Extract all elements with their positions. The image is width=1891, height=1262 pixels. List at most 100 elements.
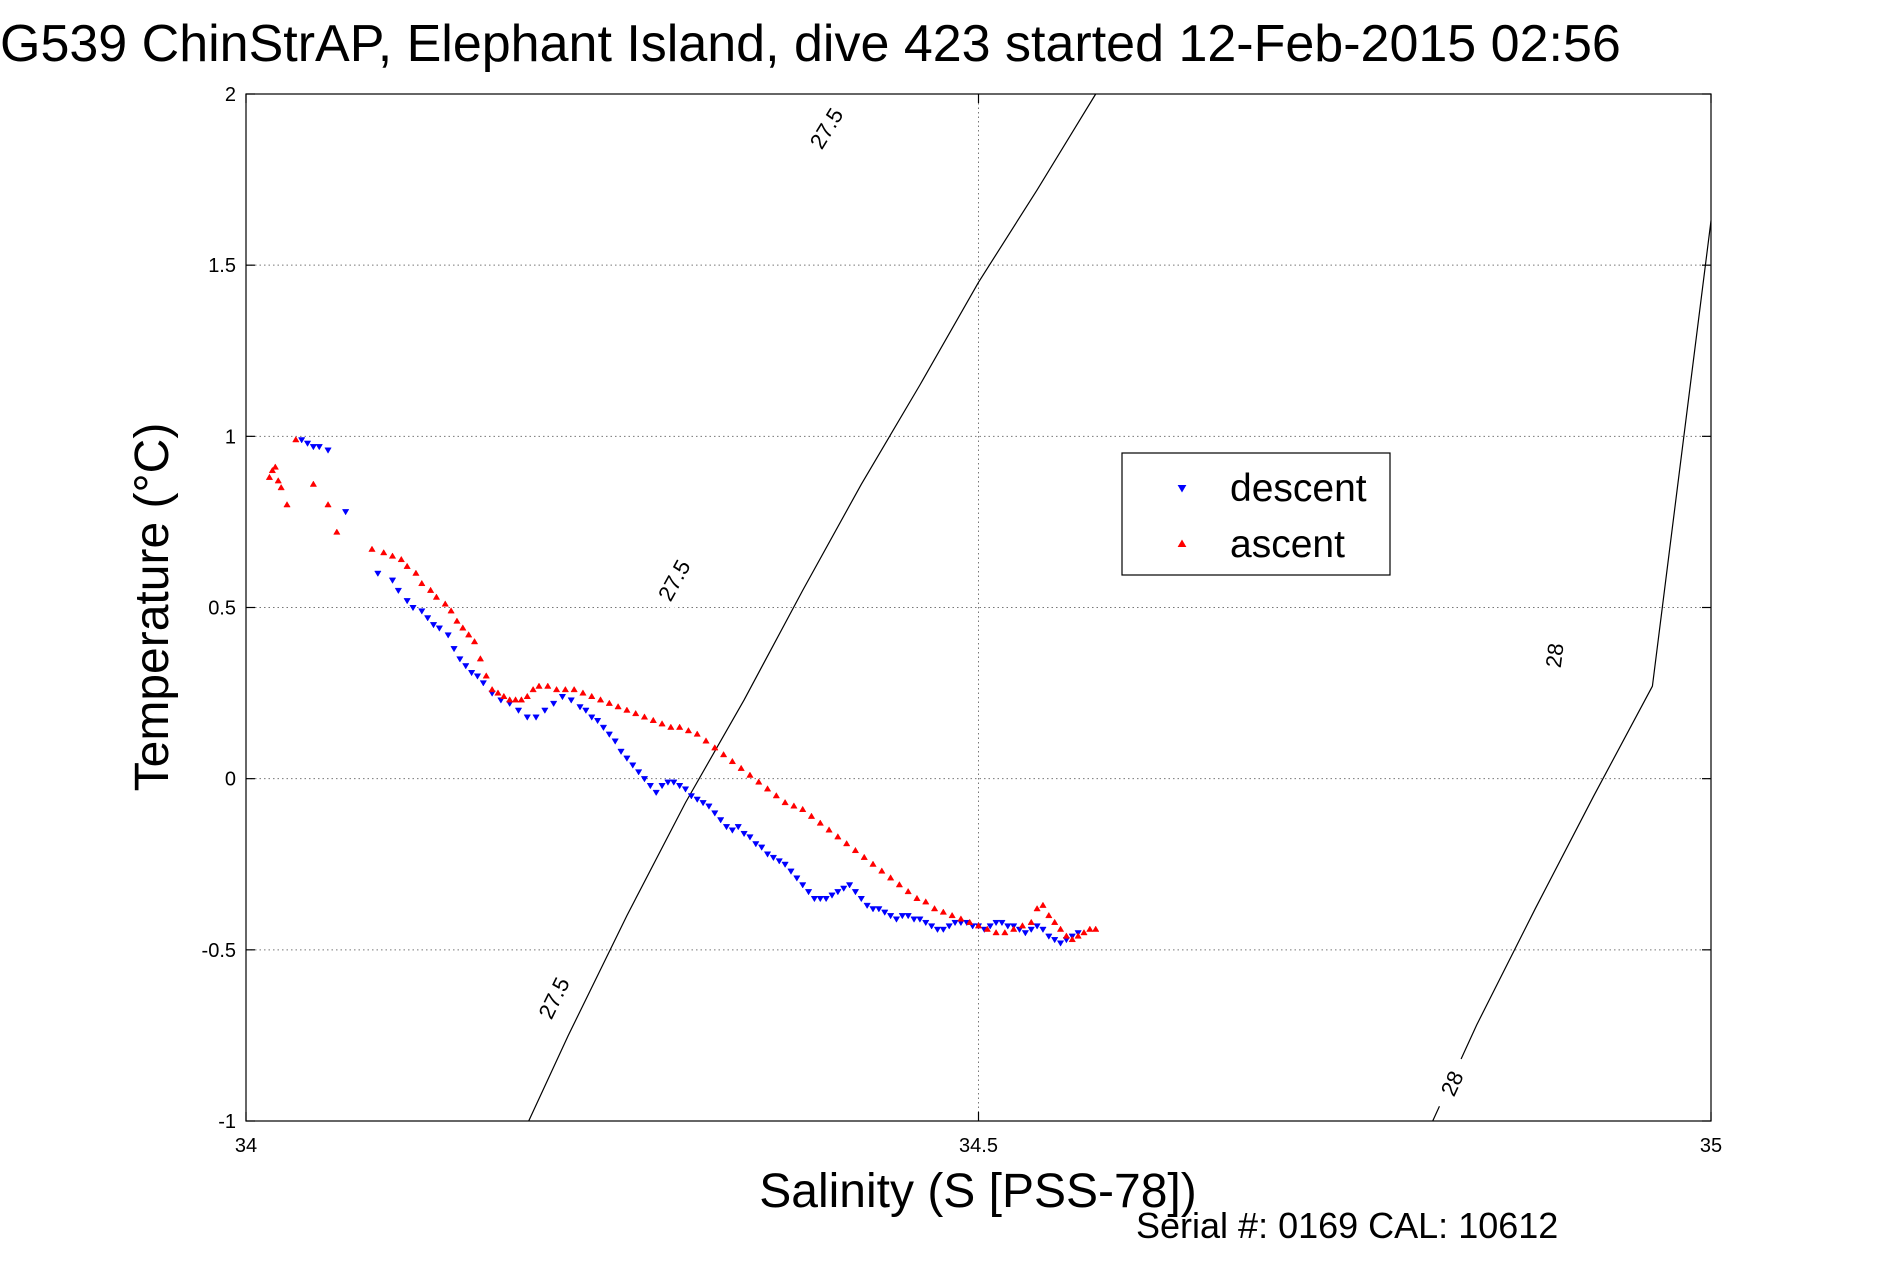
density-contour-28: [1432, 220, 1712, 1122]
descent-point: [775, 858, 783, 865]
ascent-point: [1068, 935, 1076, 943]
descent-point: [998, 919, 1006, 927]
grid: [245, 93, 1712, 1122]
descent-point: [822, 895, 830, 903]
ascent-point: [523, 692, 531, 699]
descent-point: [734, 824, 742, 831]
ascent-point: [309, 480, 318, 487]
descent-point: [324, 447, 332, 454]
descent-point: [722, 824, 731, 831]
ascent-point: [432, 593, 441, 600]
descent-point: [634, 769, 643, 776]
ascent-point: [579, 689, 587, 696]
descent-point: [444, 632, 452, 639]
legend-marker-descent: [1177, 485, 1187, 493]
descent-point: [752, 841, 760, 848]
descent-point: [1027, 926, 1035, 933]
ascent-point: [397, 555, 405, 563]
ascent-point: [632, 709, 640, 717]
descent-point: [523, 714, 531, 721]
descent-point: [374, 570, 382, 577]
descent-point: [532, 714, 540, 721]
descent-point: [456, 656, 464, 663]
descent-point: [939, 926, 947, 933]
descent-point: [904, 913, 912, 920]
ascent-point: [711, 744, 719, 751]
ascent-point: [426, 586, 435, 593]
descent-point: [617, 748, 625, 755]
ascent-point: [552, 685, 561, 693]
descent-point: [497, 697, 505, 704]
descent-point: [341, 509, 350, 516]
ascent-point: [869, 860, 877, 867]
descent-point: [1033, 923, 1041, 930]
ascent-point: [274, 477, 282, 484]
descent-point: [693, 796, 701, 803]
descent-point: [298, 437, 306, 444]
y-tick-label: -1: [218, 1111, 236, 1133]
ascent-point: [1062, 932, 1071, 939]
descent-point: [863, 902, 871, 910]
contour-label-28-1: 28: [1541, 642, 1569, 669]
ascent-point: [403, 562, 411, 569]
ascent-point: [453, 617, 461, 624]
x-tick-label: 34: [235, 1135, 257, 1157]
ascent-point: [1001, 929, 1009, 936]
ascent-point: [790, 802, 798, 809]
ascent-point: [511, 696, 520, 703]
descent-point: [479, 680, 487, 687]
descent-point: [676, 783, 684, 790]
ascent-point: [878, 867, 886, 874]
ascent-point: [1027, 918, 1035, 925]
descent-point: [969, 923, 977, 930]
series-ascent: [265, 436, 1100, 943]
descent-point: [793, 875, 801, 882]
descent-point: [799, 882, 807, 889]
ascent-point: [1051, 918, 1059, 925]
ascent-point: [860, 853, 868, 860]
descent-point: [845, 882, 854, 889]
ascent-point: [517, 696, 526, 703]
descent-point: [711, 810, 719, 817]
ascent-point: [957, 915, 965, 922]
ascent-point: [763, 785, 772, 792]
ascent-point: [1039, 901, 1047, 908]
descent-point: [388, 577, 397, 584]
descent-point: [1056, 940, 1065, 947]
descent-point: [514, 707, 523, 714]
ascent-point: [667, 723, 675, 730]
descent-point: [640, 776, 649, 783]
ascent-point: [380, 549, 388, 556]
descent-point: [593, 717, 602, 725]
descent-point: [728, 827, 737, 834]
ascent-point: [772, 792, 780, 799]
ascent-point: [1074, 932, 1082, 939]
ascent-point: [1045, 911, 1053, 919]
descent-point: [611, 738, 619, 745]
descent-point: [769, 854, 778, 862]
descent-point: [886, 913, 895, 920]
ascent-point: [930, 905, 939, 912]
ascent-point: [368, 545, 376, 552]
descent-point: [992, 919, 1000, 927]
ascent-point: [948, 911, 956, 919]
x-axis-label: Salinity (S [PSS-78]): [759, 1165, 1196, 1218]
ascent-point: [825, 826, 833, 833]
descent-point: [892, 916, 901, 923]
ascent-point: [476, 655, 485, 662]
serial-footer: Serial #: 0169 CAL: 10612: [1136, 1205, 1558, 1246]
ascent-point: [693, 730, 701, 737]
ascent-point: [974, 922, 983, 929]
descent-point: [986, 923, 994, 930]
descent-point: [646, 783, 654, 790]
ascent-point: [596, 696, 605, 703]
ascent-point: [1086, 925, 1094, 932]
descent-point: [394, 587, 402, 595]
legend-marker-ascent: [1177, 539, 1187, 547]
descent-point: [558, 694, 567, 701]
contour-label-bg: [1428, 1053, 1476, 1113]
ascent-point: [807, 812, 816, 819]
y-tick-label: 1.5: [208, 255, 236, 277]
descent-point: [705, 803, 713, 810]
descent-point: [435, 625, 444, 632]
